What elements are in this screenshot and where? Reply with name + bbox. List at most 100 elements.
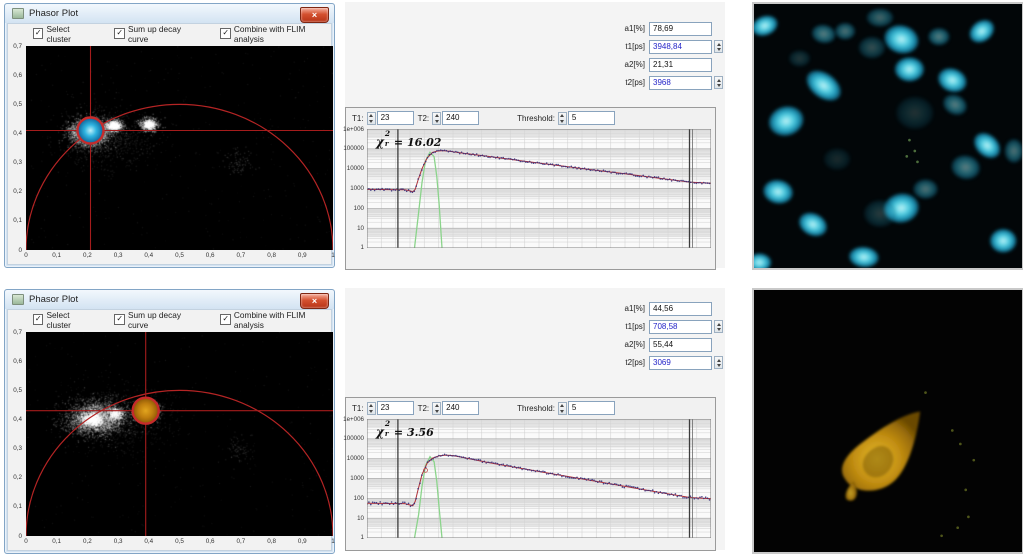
checkbox-select-cluster[interactable]: ✓ Select cluster [33,24,93,44]
t2-spinner[interactable] [714,356,723,369]
axis-tick-label: 0 [18,246,22,254]
threshold-label: Threshold: [517,113,555,123]
axis-tick-label: 0,5 [175,252,184,259]
checkbox-select-cluster[interactable]: ✓ Select cluster [33,310,93,330]
axis-tick-label: 0,1 [52,538,62,545]
axis-tick-label: 0,3 [13,445,22,453]
decay-y-axis: 1e+006 100000 10000 1000 100 10 1 [343,126,365,252]
checkbox-row: ✓ Select cluster ✓ Sum up decay curve ✓ Com… [7,24,332,44]
window-icon [12,294,24,305]
a1-label: a1[%] [624,304,645,313]
phasor-scatter-canvas[interactable] [26,332,333,536]
t2-window-field[interactable]: 240 [442,111,480,125]
checkbox-label: Sum up decay curve [127,309,182,330]
decay-panel: T1: 23 T2: 240 Threshold: 5 1e+006 100000 100… [343,397,716,551]
axis-tick-label: 0,9 [297,252,307,259]
analysis-row-1: Phasor Plot × ✓ Select cluster ✓ Sum up de… [0,2,1023,270]
spinner-up-icon [368,403,375,409]
t2-ps-field[interactable]: 3968 [649,75,712,90]
window-titlebar[interactable]: Phasor Plot [5,4,334,23]
checkbox-checked-icon: ✓ [33,314,44,325]
decay-chart[interactable] [367,129,711,248]
spinner-up-icon [433,113,440,119]
decay-axis-label: 10000 [346,455,364,463]
a1-field[interactable]: 44,56 [649,301,712,316]
checkbox-checked-icon: ✓ [220,314,231,325]
t2-window-spinner[interactable] [432,401,442,415]
spinner-up-icon [368,113,375,119]
close-button[interactable]: × [300,293,329,309]
t1-spinner[interactable] [714,320,723,333]
threshold-field[interactable]: 5 [567,111,615,125]
close-button[interactable]: × [300,7,329,23]
checkbox-checked-icon: ✓ [114,28,125,39]
decay-axis-label: 10 [357,514,364,522]
axis-tick-label: 0,3 [13,159,22,167]
phasor-plot-area[interactable] [26,332,333,536]
spinner-down-icon [715,83,722,89]
spinner-up-icon [715,321,722,327]
axis-tick-label: 0 [24,538,28,545]
spinner-up-icon [715,77,722,83]
spinner-down-icon [433,118,440,124]
decay-controls: T1: 23 T2: 240 Threshold: 5 [348,111,713,125]
decay-axis-label: 100000 [343,435,364,443]
t2-window-field[interactable]: 240 [442,401,480,415]
axis-tick-label: 0 [24,252,28,259]
t2-window-label: T2: [417,403,430,413]
microscopy-image-nuclei [752,2,1023,270]
t1-window-field[interactable]: 23 [376,111,414,125]
decay-axis-label: 1000 [350,474,364,482]
t1-spinner[interactable] [714,40,723,53]
decay-axis-label: 10 [357,224,364,232]
decay-data-points [367,453,711,508]
axis-tick-label: 0,6 [13,71,22,79]
decay-chart[interactable] [367,419,711,538]
spinner-down-icon [715,363,722,369]
threshold-field[interactable]: 5 [567,401,615,415]
axis-tick-label: 0,4 [144,538,154,545]
spinner-down-icon [368,408,375,414]
axis-tick-label: 0,7 [13,42,22,50]
axis-tick-label: 0,2 [83,538,92,545]
checkbox-combine-flim[interactable]: ✓ Combine with FLIM analysis [220,310,332,330]
decay-y-axis: 1e+006 100000 10000 1000 100 10 1 [343,416,365,542]
phasor-plot-area[interactable] [26,46,333,250]
t2-label: t2[ps] [625,358,645,367]
threshold-spinner[interactable] [557,111,567,125]
axis-tick-label: 0,1 [13,503,22,511]
t2-spinner[interactable] [714,76,723,89]
t2-window-spinner[interactable] [432,111,442,125]
chi-symbol: χ [376,135,384,149]
decay-panel: T1: 23 T2: 240 Threshold: 5 1e+006 100000 100… [343,107,716,270]
phasor-y-axis: 0 0,1 0,2 0,3 0,4 0,5 0,6 0,7 [7,42,24,254]
t1-window-spinner[interactable] [366,401,376,415]
decay-axis-label: 1000 [350,184,364,192]
checkbox-sum-decay[interactable]: ✓ Sum up decay curve [114,24,199,44]
window-title: Phasor Plot [29,294,79,305]
checkbox-label: Select cluster [46,23,71,44]
checkbox-combine-flim[interactable]: ✓ Combine with FLIM analysis [220,24,332,44]
decay-controls: T1: 23 T2: 240 Threshold: 5 [348,401,713,415]
t1-ps-field[interactable]: 708,58 [649,319,712,334]
axis-tick-label: 0,2 [13,474,22,482]
a2-field[interactable]: 21,31 [649,57,712,72]
t1-window-spinner[interactable] [366,111,376,125]
threshold-spinner[interactable] [557,401,567,415]
phasor-scatter-canvas[interactable] [26,46,333,250]
t1-label: t1[ps] [625,42,645,51]
a2-label: a2[%] [624,340,645,349]
t1-window-field[interactable]: 23 [376,401,414,415]
axis-tick-label: 0,4 [13,415,22,423]
t2-ps-field[interactable]: 3069 [649,355,712,370]
axis-tick-label: 1 [331,538,335,545]
window-titlebar[interactable]: Phasor Plot [5,290,334,309]
a2-field[interactable]: 55,44 [649,337,712,352]
checkbox-checked-icon: ✓ [33,28,44,39]
t2-window-label: T2: [417,113,430,123]
t1-window-label: T1: [352,403,364,413]
checkbox-sum-decay[interactable]: ✓ Sum up decay curve [114,310,199,330]
a1-field[interactable]: 78,69 [649,21,712,36]
spinner-up-icon [715,41,722,47]
t1-ps-field[interactable]: 3948,84 [649,39,712,54]
